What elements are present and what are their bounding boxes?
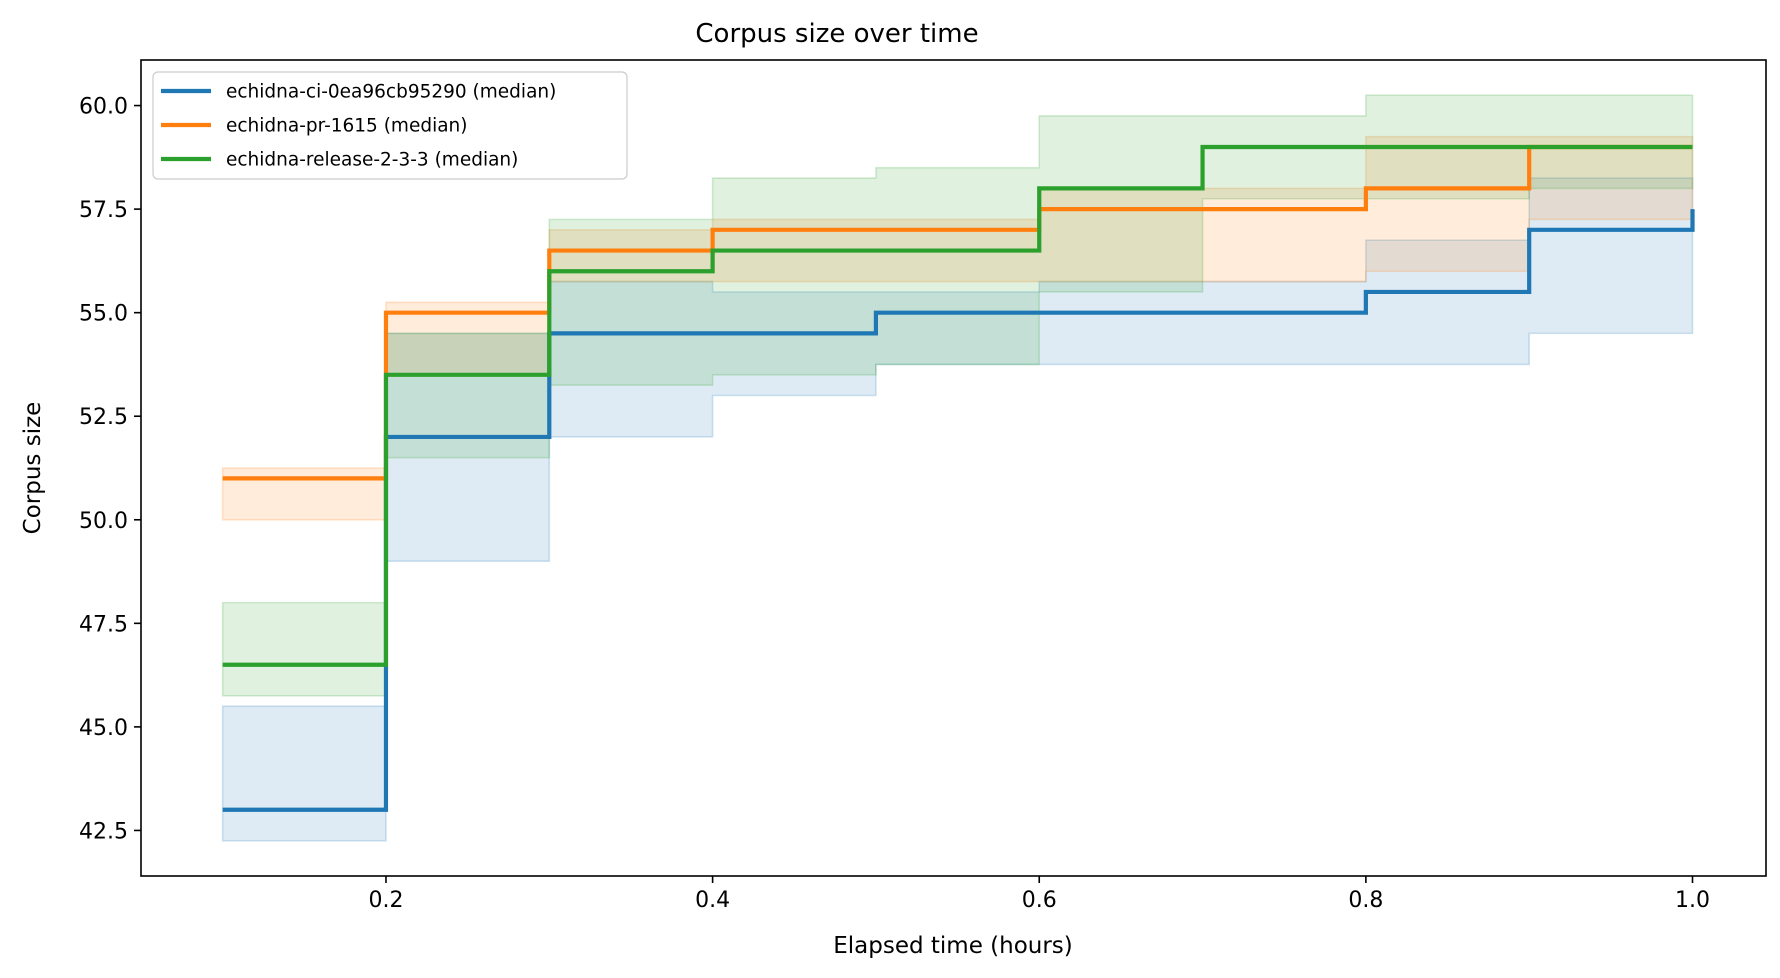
legend-label-echidna-pr-1615: echidna-pr-1615 (median) — [226, 116, 468, 137]
y-axis-label: Corpus size — [20, 402, 46, 535]
y-tick-label: 57.5 — [79, 198, 128, 223]
y-tick-label: 45.0 — [79, 716, 128, 741]
y-tick-label: 52.5 — [79, 405, 128, 430]
legend-label-echidna-ci-0ea96cb95290: echidna-ci-0ea96cb95290 (median) — [226, 82, 556, 103]
y-tick-label: 50.0 — [79, 509, 128, 534]
legend: echidna-ci-0ea96cb95290 (median) echidna-… — [152, 71, 628, 180]
line-echidna-ci-0ea96cb95290 — [222, 209, 1695, 812]
x-axis-label: Elapsed time (hours) — [833, 933, 1073, 959]
chart-title: Corpus size over time — [695, 19, 978, 49]
x-tick-label: 1.0 — [1675, 888, 1710, 913]
plot-frame — [140, 59, 1767, 877]
y-tick-label: 47.5 — [79, 612, 128, 637]
band-echidna-release-2-3-3 — [221, 94, 1694, 697]
line-echidna-pr-1615 — [222, 144, 1693, 481]
x-tick-label: 0.8 — [1348, 888, 1383, 913]
x-tick-label: 0.4 — [695, 888, 730, 913]
y-tick-label: 42.5 — [79, 819, 128, 844]
legend-label-echidna-release-2-3-3: echidna-release-2-3-3 (median) — [226, 150, 518, 171]
line-echidna-release-2-3-3 — [222, 144, 1693, 667]
legend-box — [152, 71, 628, 180]
y-tick-label: 60.0 — [79, 95, 128, 120]
x-tick-label: 0.2 — [368, 888, 403, 913]
y-tick-label: 55.0 — [79, 302, 128, 327]
x-axis-ticks: 0.2 0.4 0.6 0.8 1.0 — [368, 876, 1710, 913]
x-tick-label: 0.6 — [1022, 888, 1057, 913]
y-axis-ticks: 42.5 45.0 47.5 50.0 52.5 55.0 57.5 60.0 — [79, 95, 141, 844]
band-echidna-ci-0ea96cb95290 — [221, 177, 1694, 842]
median-lines — [222, 144, 1695, 812]
